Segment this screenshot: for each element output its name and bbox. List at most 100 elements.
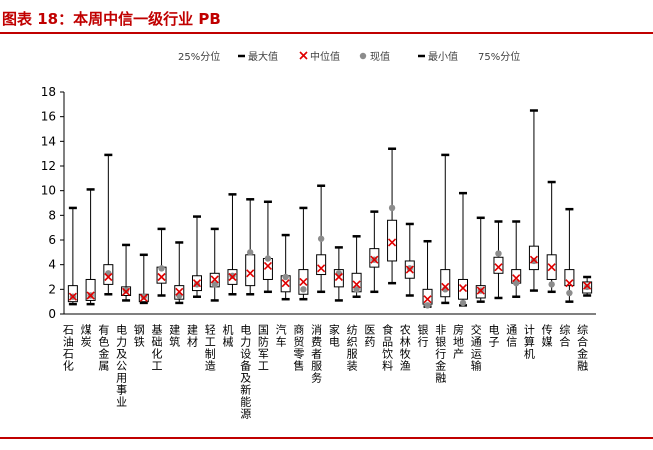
x-tick-label: 有色金属 bbox=[97, 323, 110, 372]
y-tick-label: 4 bbox=[48, 258, 56, 272]
legend-item: 25%分位 bbox=[178, 50, 220, 63]
iqr-box bbox=[316, 254, 327, 276]
box-27 bbox=[528, 109, 539, 292]
legend-label: 25%分位 bbox=[178, 50, 220, 63]
x-tick-label: 综合 bbox=[558, 323, 571, 348]
box-22 bbox=[440, 153, 451, 305]
x-tick-label: 纺织服装 bbox=[345, 323, 358, 372]
x-tick-label: 交通运输 bbox=[469, 323, 482, 372]
current-dot bbox=[122, 287, 130, 294]
legend-label: 最大值 bbox=[248, 50, 278, 63]
plot-area bbox=[67, 109, 593, 309]
box-10 bbox=[227, 193, 238, 296]
current-dot bbox=[247, 249, 254, 256]
current-dot bbox=[282, 273, 289, 281]
iqr-box bbox=[458, 278, 468, 300]
x-tick-label: 银行 bbox=[416, 323, 429, 348]
median-x bbox=[405, 265, 414, 274]
median-x bbox=[281, 279, 290, 288]
x-tick-label: 建材 bbox=[186, 323, 199, 348]
x-tick-label: 煤炭 bbox=[79, 324, 92, 348]
x-tick-label: 非银行金融 bbox=[434, 324, 447, 384]
legend-marker-x bbox=[299, 51, 308, 60]
median-x bbox=[299, 277, 308, 286]
median-x bbox=[423, 295, 432, 304]
box-20 bbox=[404, 222, 415, 297]
legend-label: 最小值 bbox=[428, 50, 458, 63]
legend-label: 中位值 bbox=[310, 50, 340, 63]
current-dot bbox=[388, 204, 396, 212]
x-tick-label: 商贸零售 bbox=[292, 323, 305, 372]
current-dot bbox=[300, 286, 307, 293]
current-dot bbox=[406, 265, 413, 272]
x-tick-label: 计算机 bbox=[522, 324, 535, 360]
x-tick-label: 钢铁 bbox=[132, 324, 145, 348]
current-dot bbox=[211, 281, 218, 288]
box-plot-chart: 25%分位 最大值 中位值 现值 最小值 75%分位 0 2 4 6 8 10 12 14 16 18 石油… bbox=[41, 50, 596, 420]
legend-label: 75%分位 bbox=[478, 50, 520, 63]
median-x bbox=[476, 286, 485, 295]
current-dot bbox=[158, 265, 165, 272]
box-4 bbox=[121, 243, 132, 302]
x-tick-label: 家电 bbox=[327, 323, 340, 348]
iqr-box bbox=[564, 269, 575, 287]
title-bar: 图表 18：本周中信一级行业 PB bbox=[0, 0, 653, 34]
box-5 bbox=[138, 253, 149, 305]
median-x bbox=[192, 279, 202, 288]
x-tick-label: 汽车 bbox=[274, 323, 287, 348]
current-dot bbox=[424, 302, 431, 309]
median-x bbox=[210, 275, 219, 284]
box-30 bbox=[582, 275, 593, 297]
median-x bbox=[547, 263, 556, 272]
median-x bbox=[122, 287, 131, 296]
box-14 bbox=[298, 206, 309, 301]
iqr-box bbox=[333, 269, 344, 288]
x-tick-label: 通信 bbox=[505, 324, 518, 348]
current-dot bbox=[193, 281, 201, 288]
box-6 bbox=[156, 227, 167, 297]
x-tick-label: 基础化工 bbox=[150, 324, 163, 372]
box-29 bbox=[564, 207, 575, 303]
iqr-box bbox=[387, 219, 398, 262]
chart-title: 图表 18：本周中信一级行业 PB bbox=[2, 10, 221, 28]
box-2 bbox=[85, 188, 96, 306]
x-tick-label: 传媒 bbox=[540, 324, 553, 348]
box-19 bbox=[387, 147, 398, 285]
current-dot bbox=[459, 299, 467, 307]
iqr-box bbox=[85, 278, 96, 301]
y-axis: 0 2 4 6 8 10 12 14 16 18 bbox=[41, 85, 65, 321]
current-dot bbox=[583, 283, 591, 291]
box-21 bbox=[422, 239, 433, 309]
box-7 bbox=[174, 241, 185, 305]
box-28 bbox=[546, 180, 557, 294]
legend-item: 75%分位 bbox=[478, 50, 520, 63]
median-x bbox=[175, 287, 184, 296]
current-dot bbox=[513, 279, 520, 287]
median-x bbox=[441, 282, 450, 291]
median-x bbox=[263, 261, 272, 270]
y-tick-label: 0 bbox=[48, 307, 56, 321]
median-x bbox=[317, 264, 326, 273]
x-axis: 石油石化 煤炭 有色金属 电力及公用事业 钢铁 基础化工 建筑 建材 轻工制造 机械 电力设备及新能… bbox=[61, 313, 596, 420]
x-tick-label: 电力设备及新能源 bbox=[239, 324, 252, 420]
box-3 bbox=[103, 153, 114, 296]
median-x bbox=[512, 274, 521, 283]
median-x bbox=[583, 281, 592, 290]
median-x bbox=[458, 284, 468, 293]
legend-item: 现值 bbox=[359, 50, 390, 63]
x-tick-label: 机械 bbox=[221, 323, 234, 348]
bottom-rule bbox=[0, 437, 653, 439]
median-x bbox=[157, 272, 166, 282]
current-dot bbox=[566, 289, 573, 297]
current-dot bbox=[140, 293, 147, 300]
box-18 bbox=[369, 210, 380, 294]
y-tick-label: 16 bbox=[41, 110, 56, 124]
y-tick-label: 18 bbox=[41, 85, 56, 99]
x-tick-label: 建筑 bbox=[168, 323, 181, 348]
legend-item: 最大值 bbox=[238, 50, 278, 63]
legend-item: 中位值 bbox=[299, 50, 340, 63]
current-dot bbox=[264, 255, 272, 262]
x-tick-label: 医药 bbox=[363, 324, 376, 348]
legend-item: 最小值 bbox=[418, 50, 458, 63]
median-x bbox=[334, 272, 343, 282]
